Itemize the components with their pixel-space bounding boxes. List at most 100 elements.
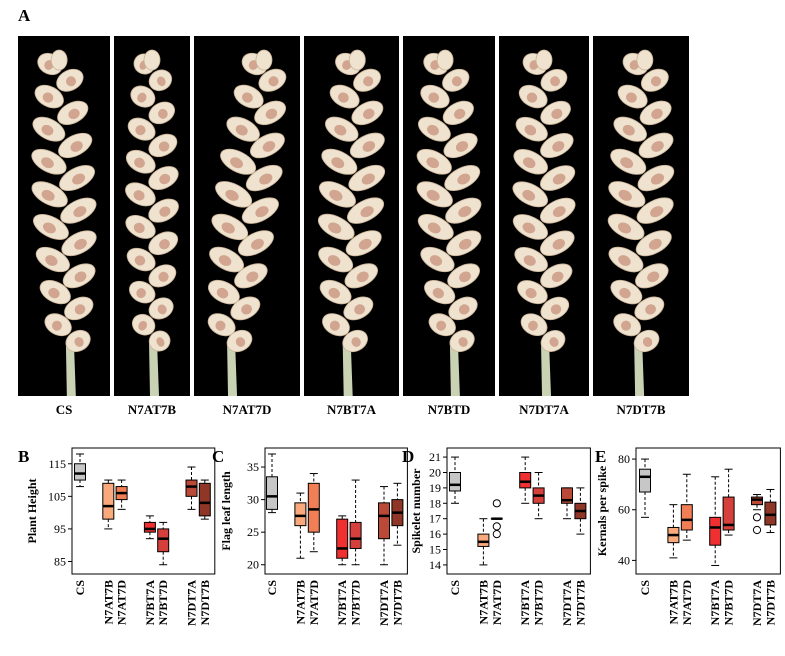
- spike-tip: [50, 49, 68, 71]
- spikelet: [513, 149, 548, 175]
- spikelet: [31, 148, 67, 175]
- spikelet: [129, 280, 156, 304]
- x-tick-label: N7BT7D: [349, 580, 363, 626]
- x-tick-label: N7DT7A: [560, 580, 574, 626]
- spikelet: [148, 198, 179, 223]
- spikelet: [540, 100, 571, 125]
- box-iqr: [74, 463, 86, 481]
- spike-label: N7BT7A: [326, 402, 377, 417]
- spikelet: [148, 101, 175, 125]
- spikelet: [344, 263, 378, 289]
- y-tick-label: 18: [429, 496, 441, 510]
- spike-photo-n7dt7b: [593, 36, 689, 396]
- spikelet: [351, 100, 384, 126]
- spikelet: [226, 329, 253, 353]
- wheat-spike-icon: [416, 49, 482, 396]
- spikelet: [540, 230, 575, 256]
- box-iqr: [336, 518, 349, 559]
- spikelet: [59, 165, 95, 192]
- spike-stem: [449, 341, 460, 396]
- spikelet: [44, 313, 72, 337]
- spikelet: [126, 247, 156, 272]
- y-tick-label: 80: [618, 452, 630, 466]
- boxplot-panel-c: C Flag leaf length 20 25 30 35 CS N7AT7B N7AT7D N…: [212, 447, 408, 626]
- spike-photo-n7btd: [403, 36, 495, 396]
- y-axis-label: Spikelet number: [409, 468, 423, 554]
- box-cs: [266, 453, 278, 514]
- outlier-point: [492, 522, 501, 531]
- spikelet: [148, 133, 178, 158]
- spike-photo-n7bt7a: [304, 36, 399, 396]
- y-tick-label: 17: [429, 512, 441, 526]
- spikelet: [148, 69, 173, 92]
- box-iqr: [449, 471, 461, 492]
- spikelet: [444, 165, 481, 192]
- panel-letter: D: [402, 447, 414, 466]
- spikelet: [250, 132, 285, 159]
- spikelet: [258, 68, 287, 92]
- spikelet: [125, 215, 156, 239]
- box-n7bt7a: [336, 515, 349, 566]
- spikelet: [515, 116, 548, 142]
- spike-label: N7AT7B: [127, 402, 177, 417]
- box-n7dt7b: [198, 479, 211, 520]
- spikelet: [636, 197, 674, 224]
- y-tick-label: 16: [429, 527, 441, 541]
- spike-tip: [255, 49, 273, 71]
- box-n7at7d: [115, 479, 128, 510]
- spikelet: [57, 100, 89, 125]
- spikelet: [62, 263, 96, 289]
- spikelet: [34, 84, 64, 109]
- spikelet: [424, 280, 456, 305]
- spikelet: [148, 330, 171, 352]
- box-n7bt7a: [143, 515, 156, 540]
- spikelet: [634, 296, 665, 321]
- box-iqr: [198, 482, 211, 517]
- panel-letter: C: [212, 447, 224, 466]
- wheat-spike-icon: [512, 49, 576, 396]
- box-n7dt7a: [561, 487, 573, 520]
- spikelet: [417, 213, 454, 240]
- spike-photo-cs: [18, 36, 110, 396]
- box-n7dt7b: [764, 488, 777, 534]
- x-tick-label: N7BT7D: [156, 580, 170, 626]
- wheat-spike-icon: [31, 49, 97, 396]
- spikelet: [639, 100, 672, 126]
- spike-photo-n7dt7a: [499, 36, 589, 396]
- x-tick-label: N7AT7B: [293, 580, 307, 624]
- spikelet: [342, 329, 368, 353]
- spikelet: [518, 84, 548, 109]
- x-tick-label: N7DT7A: [750, 580, 764, 626]
- x-tick-label: N7DT7B: [390, 580, 404, 625]
- spikelet: [58, 132, 93, 159]
- spikelet: [442, 100, 474, 125]
- y-tick-label: 20: [429, 465, 441, 479]
- y-axis-label: Kernals per spike: [595, 465, 609, 556]
- box-cs: [639, 458, 651, 518]
- y-tick-label: 115: [48, 457, 66, 471]
- spikelet: [208, 279, 240, 305]
- spikelet: [254, 100, 286, 126]
- spikelet: [420, 84, 450, 109]
- plot-frame: [71, 447, 216, 575]
- x-tick-label: N7DT7A: [377, 580, 391, 626]
- spikelet: [613, 313, 642, 337]
- x-tick-label: N7DT7A: [185, 580, 199, 626]
- box-iqr: [477, 533, 490, 547]
- box-n7dt7a: [185, 466, 198, 510]
- spikelet: [540, 263, 573, 289]
- spikelet: [512, 214, 548, 240]
- spike-stem: [634, 341, 645, 396]
- spikelet: [148, 166, 179, 190]
- spike-tip: [636, 49, 654, 71]
- spikelet: [633, 329, 660, 353]
- wheat-spike-icon: [207, 49, 287, 396]
- box-n7dt7b: [391, 482, 404, 546]
- spikelet: [318, 181, 356, 208]
- spikelet: [241, 197, 279, 224]
- box-iqr: [764, 501, 777, 526]
- spikelet: [353, 68, 381, 92]
- y-tick-label: 21: [429, 450, 441, 464]
